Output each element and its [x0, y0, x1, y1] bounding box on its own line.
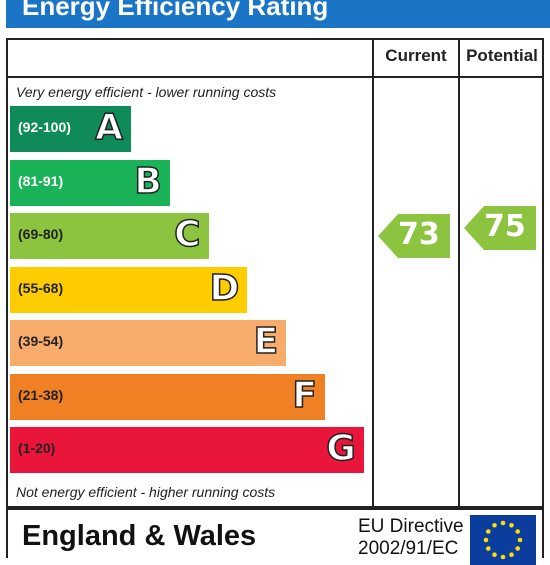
eu-star — [486, 529, 491, 534]
region-label: England & Wales — [22, 520, 257, 552]
band-e: (39-54) E — [10, 320, 287, 366]
directive-line-1: EU Directive — [358, 516, 464, 537]
eu-star — [486, 546, 491, 551]
eu-directive: EU Directive 2002/91/EC — [358, 516, 464, 560]
band-range-label: (81-91) — [18, 172, 64, 189]
band-letter: A — [94, 106, 123, 149]
eu-star — [492, 552, 497, 557]
eu-star — [515, 546, 520, 551]
band-f: (21-38) F — [10, 373, 325, 420]
potential-rating-value: 75 — [484, 209, 526, 244]
band-range-label: (92-100) — [18, 119, 71, 135]
band-g: (1-20) G — [10, 427, 364, 473]
current-rating-arrow: 73 — [378, 214, 450, 258]
rating-table — [6, 38, 544, 508]
chart-title: Energy Efficiency Rating — [22, 0, 329, 21]
band-range-label: (69-80) — [18, 226, 64, 242]
band-letter: F — [292, 374, 318, 417]
band-letter: G — [325, 427, 356, 470]
column-header-potential: Potential — [466, 46, 538, 65]
band-letter: E — [253, 320, 279, 363]
eu-star — [515, 529, 520, 534]
column-header-current: Current — [385, 46, 447, 65]
header-divider — [6, 76, 544, 78]
band-letter: C — [173, 213, 201, 256]
band-b: (81-91) B — [10, 159, 170, 206]
band-range-label: (21-38) — [18, 386, 64, 403]
band-range-label: (1-20) — [18, 440, 56, 456]
eu-star — [500, 520, 506, 526]
band-range-label: (39-54) — [18, 333, 64, 349]
footer — [6, 508, 544, 558]
potential-arrow-shape — [464, 206, 536, 250]
divider-current — [372, 38, 374, 508]
note-bottom: Not energy efficient - higher running co… — [16, 484, 276, 500]
note-top: Very energy efficient - lower running co… — [16, 84, 277, 100]
eu-star — [509, 552, 514, 557]
current-rating-value: 73 — [398, 217, 440, 252]
eu-star — [492, 523, 497, 528]
directive-line-2: 2002/91/EC — [358, 538, 459, 559]
current-arrow-shape — [378, 214, 450, 258]
eu-star — [483, 537, 489, 543]
title-bar: Energy Efficiency Rating — [6, 0, 550, 28]
eu-star — [500, 554, 506, 560]
eu-star — [517, 537, 523, 543]
band-a: (92-100) A — [10, 106, 131, 152]
divider-potential — [458, 38, 460, 508]
band-letter: D — [209, 267, 240, 310]
eu-flag-icon — [470, 515, 536, 565]
potential-rating-arrow: 75 — [464, 206, 536, 250]
band-range-label: (55-68) — [18, 279, 64, 296]
band-d: (55-68) D — [10, 266, 248, 313]
band-letter: B — [134, 160, 163, 203]
eu-star — [509, 523, 514, 528]
band-c: (69-80) C — [10, 213, 209, 259]
